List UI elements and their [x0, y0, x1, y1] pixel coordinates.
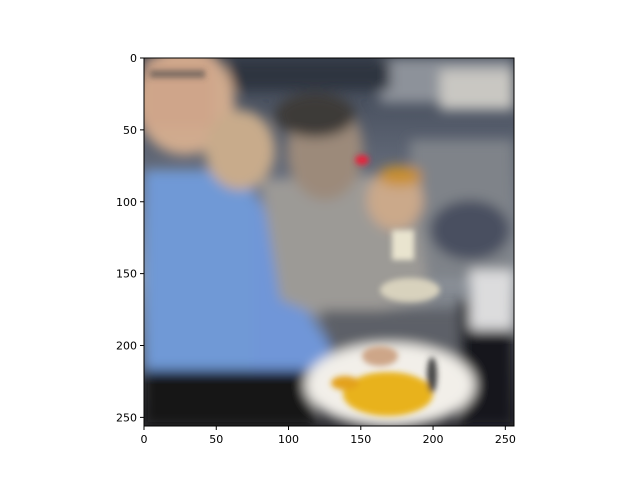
axes-frame	[143, 57, 515, 427]
y-tick-label: 250	[116, 411, 137, 424]
x-tick-label: 0	[141, 433, 148, 446]
x-tick-label: 200	[423, 433, 444, 446]
x-tick-label: 150	[350, 433, 371, 446]
x-tick-label: 250	[495, 433, 516, 446]
image-area	[144, 58, 514, 426]
y-tick-label: 0	[130, 52, 137, 65]
y-tick-label: 100	[116, 196, 137, 209]
x-tick-label: 50	[209, 433, 223, 446]
x-tick-label: 100	[278, 433, 299, 446]
y-axis: 0 50 100 150 200 250	[116, 52, 144, 424]
y-tick-label: 200	[116, 340, 137, 353]
y-tick-label: 150	[116, 268, 137, 281]
y-tick-label: 50	[123, 124, 137, 137]
x-axis: 0 50 100 150 200 250	[141, 426, 516, 446]
